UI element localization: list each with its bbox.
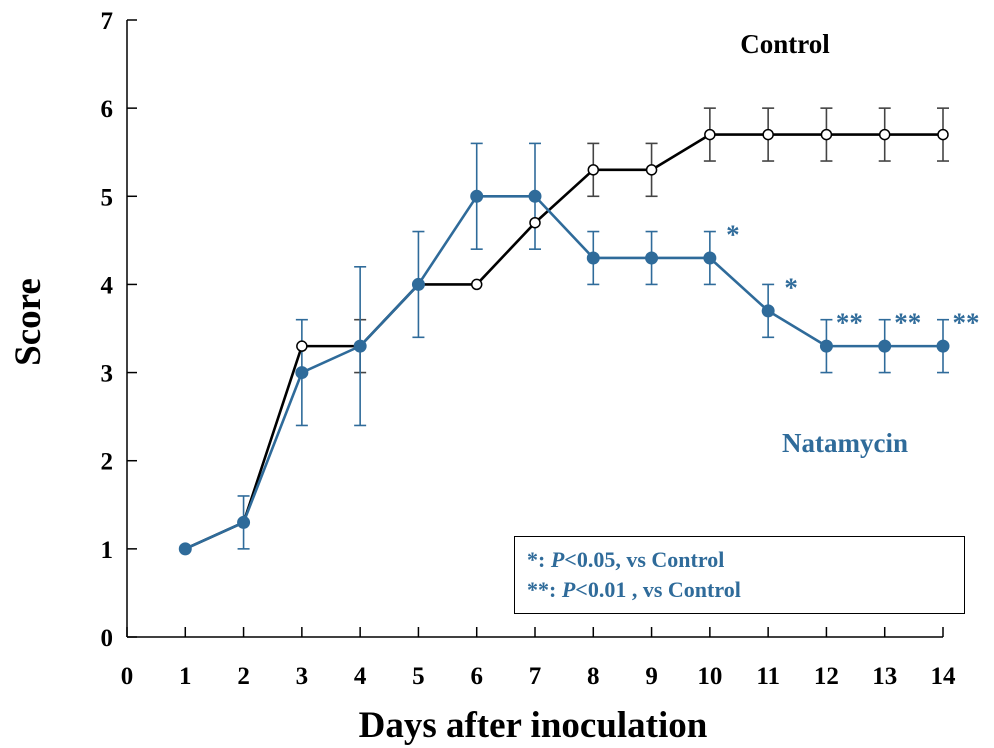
significance-marks: **** ** ** bbox=[726, 220, 979, 338]
data-point-control bbox=[587, 164, 600, 176]
y-tick-label: 1 bbox=[101, 537, 114, 564]
data-point-natamycin bbox=[703, 251, 717, 265]
significance-mark: ** bbox=[894, 308, 921, 338]
x-tick-label: 9 bbox=[645, 663, 658, 690]
x-tick-label: 4 bbox=[354, 663, 367, 690]
data-point-natamycin bbox=[411, 277, 425, 291]
series-line-natamycin bbox=[184, 194, 943, 551]
y-tick-label: 3 bbox=[101, 361, 114, 388]
data-point-natamycin bbox=[761, 304, 775, 318]
x-tick-label: 3 bbox=[296, 663, 309, 690]
data-point-control bbox=[529, 216, 541, 229]
x-tick-label: 13 bbox=[872, 663, 897, 690]
x-tick-label: 10 bbox=[697, 663, 722, 690]
data-point-natamycin bbox=[295, 366, 309, 380]
significance-mark: * bbox=[726, 220, 740, 250]
data-point-control bbox=[296, 340, 308, 352]
data-point-natamycin bbox=[878, 339, 892, 353]
data-point-natamycin bbox=[645, 251, 659, 265]
x-axis-title: Days after inoculation bbox=[359, 705, 708, 746]
data-point-natamycin bbox=[819, 339, 833, 353]
data-point-control bbox=[820, 128, 833, 141]
y-tick-label: 5 bbox=[101, 184, 114, 211]
series-markers bbox=[178, 128, 950, 556]
data-point-control bbox=[704, 128, 716, 141]
data-point-natamycin bbox=[586, 251, 600, 265]
legend-line-p005: *: P<0.05, vs Control bbox=[527, 545, 964, 575]
legend-line-2-suffix: <0.01 , vs Control bbox=[575, 577, 741, 602]
x-tick-label: 11 bbox=[756, 663, 780, 690]
x-tick-label: 5 bbox=[412, 663, 425, 690]
x-tick-label: 2 bbox=[237, 663, 250, 690]
legend-line-1-prefix: *: bbox=[527, 547, 551, 572]
x-tick-label: 1 bbox=[179, 663, 192, 690]
data-point-natamycin bbox=[178, 542, 192, 556]
data-point-control bbox=[937, 128, 949, 141]
x-tick-label: 8 bbox=[587, 663, 600, 690]
data-point-natamycin bbox=[353, 339, 367, 353]
series-label-natamycin: Natamycin bbox=[782, 428, 908, 458]
series-label-control: Control bbox=[740, 29, 830, 59]
data-point-control bbox=[762, 128, 774, 141]
significance-mark: ** bbox=[836, 308, 863, 338]
data-point-natamycin bbox=[936, 339, 950, 353]
y-tick-label: 0 bbox=[101, 625, 114, 652]
significance-mark: ** bbox=[953, 308, 980, 338]
data-point-natamycin bbox=[237, 515, 251, 529]
data-point-natamycin bbox=[528, 189, 542, 203]
significance-mark: * bbox=[784, 272, 798, 302]
x-tick-label: 14 bbox=[931, 663, 957, 690]
significance-legend: *: P<0.05, vs Control **: P<0.01 , vs Co… bbox=[514, 536, 965, 614]
legend-line-2-p: P bbox=[561, 577, 576, 602]
series-line-control bbox=[184, 133, 943, 551]
y-tick-label: 4 bbox=[101, 272, 114, 299]
data-point-natamycin bbox=[470, 189, 484, 203]
y-tick-label: 6 bbox=[101, 96, 114, 123]
legend-line-1-suffix: <0.05, vs Control bbox=[564, 547, 725, 572]
x-tick-label: 0 bbox=[121, 663, 134, 690]
legend-line-p001: **: P<0.01 , vs Control bbox=[527, 575, 964, 605]
x-tick-label: 12 bbox=[814, 663, 839, 690]
x-tick-label: 6 bbox=[470, 663, 483, 690]
data-point-control bbox=[878, 128, 891, 141]
x-tick-label: 7 bbox=[529, 663, 542, 690]
legend-line-1-p: P bbox=[550, 547, 565, 572]
data-point-control bbox=[645, 164, 658, 176]
y-axis-title: Score bbox=[8, 278, 49, 366]
y-tick-label: 2 bbox=[101, 449, 114, 476]
data-point-control bbox=[470, 278, 483, 291]
legend-line-2-prefix: **: bbox=[527, 577, 562, 602]
y-tick-label: 7 bbox=[101, 8, 114, 35]
series-lines bbox=[184, 133, 943, 551]
